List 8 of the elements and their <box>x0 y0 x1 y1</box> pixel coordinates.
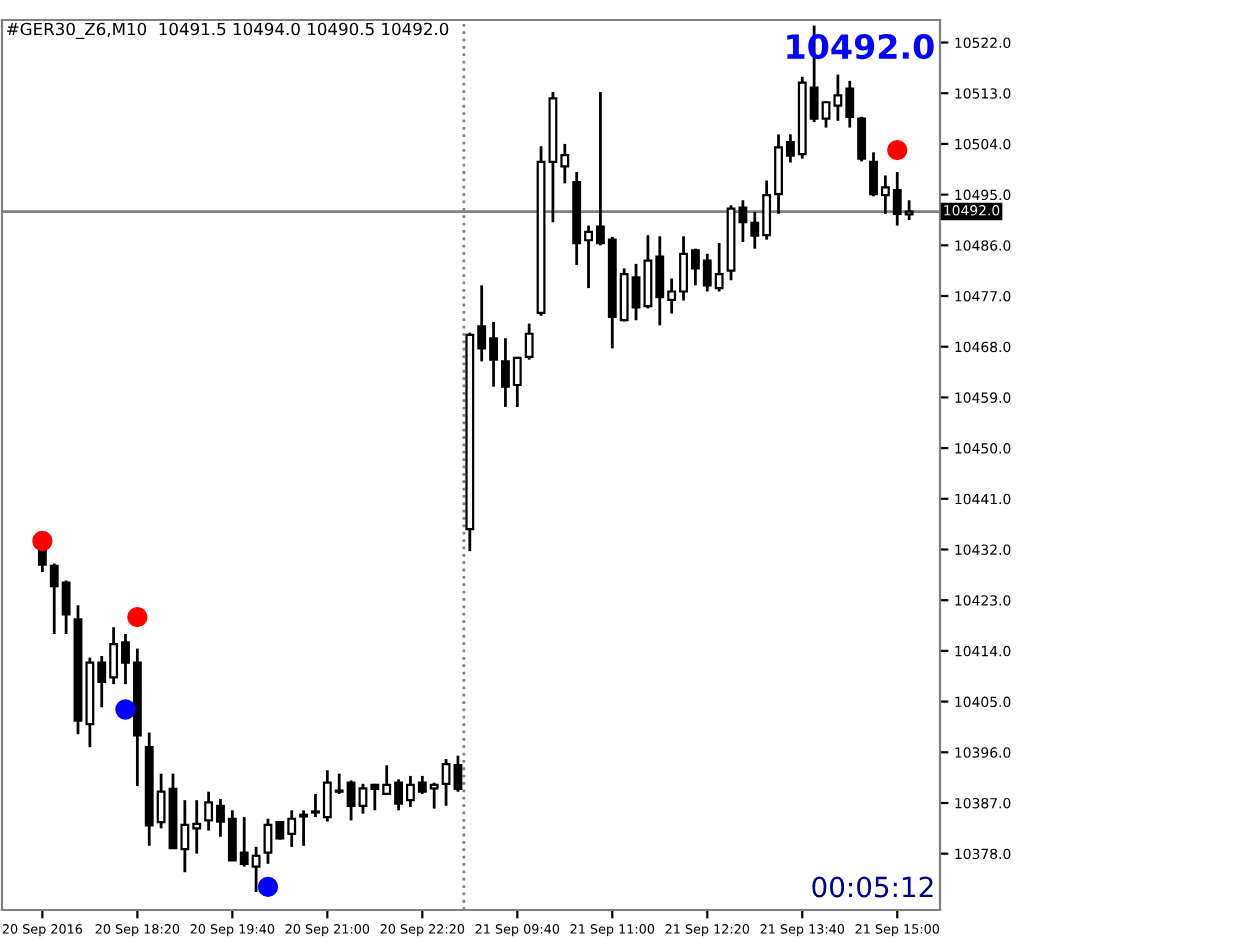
annotation: 00:05:12 <box>812 876 933 898</box>
chart-title: #GER30_Z6,M10 10491.5 10494.0 10490.5 10492.0 <box>7 22 449 39</box>
point <box>257 876 279 898</box>
point <box>127 606 148 628</box>
point <box>32 530 53 552</box>
point <box>115 699 136 720</box>
point <box>887 139 908 161</box>
candlestick <box>299 808 309 848</box>
